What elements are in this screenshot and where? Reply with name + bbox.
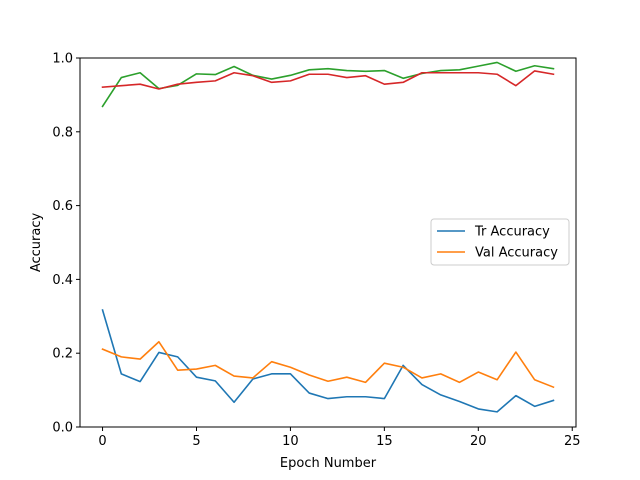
series-line-2 (101, 61, 555, 108)
x-axis-ticks: 0 5 10 15 20 25 (98, 427, 581, 449)
y-tick-label: 0.6 (52, 199, 73, 214)
y-tick-label: 0.4 (52, 273, 73, 288)
legend-label: Val Accuracy (475, 246, 558, 261)
y-tick-label: 0.2 (52, 347, 73, 362)
series-line-1 (101, 340, 555, 389)
x-tick-label: 25 (564, 434, 581, 449)
plot-lines (101, 61, 555, 413)
plot-frame (79, 57, 577, 428)
legend-label: Tr Accuracy (474, 225, 550, 240)
x-tick-label: 10 (282, 434, 299, 449)
legend-box (430, 218, 570, 266)
y-tick-label: 1.0 (52, 52, 73, 67)
y-tick-label: 0.0 (52, 421, 73, 436)
x-tick-label: 5 (192, 434, 200, 449)
x-tick-label: 20 (470, 434, 487, 449)
x-axis-label: Epoch Number (280, 456, 377, 471)
y-axis-label: Accuracy (29, 213, 44, 273)
x-tick-label: 15 (376, 434, 393, 449)
series-line-0 (101, 309, 555, 413)
series-line-3 (101, 70, 555, 90)
y-axis-ticks: 0.0 0.2 0.4 0.6 0.8 1.0 (52, 52, 80, 436)
y-tick-label: 0.8 (52, 125, 73, 140)
x-tick-label: 0 (98, 434, 106, 449)
legend: Tr Accuracy Val Accuracy (430, 218, 570, 266)
